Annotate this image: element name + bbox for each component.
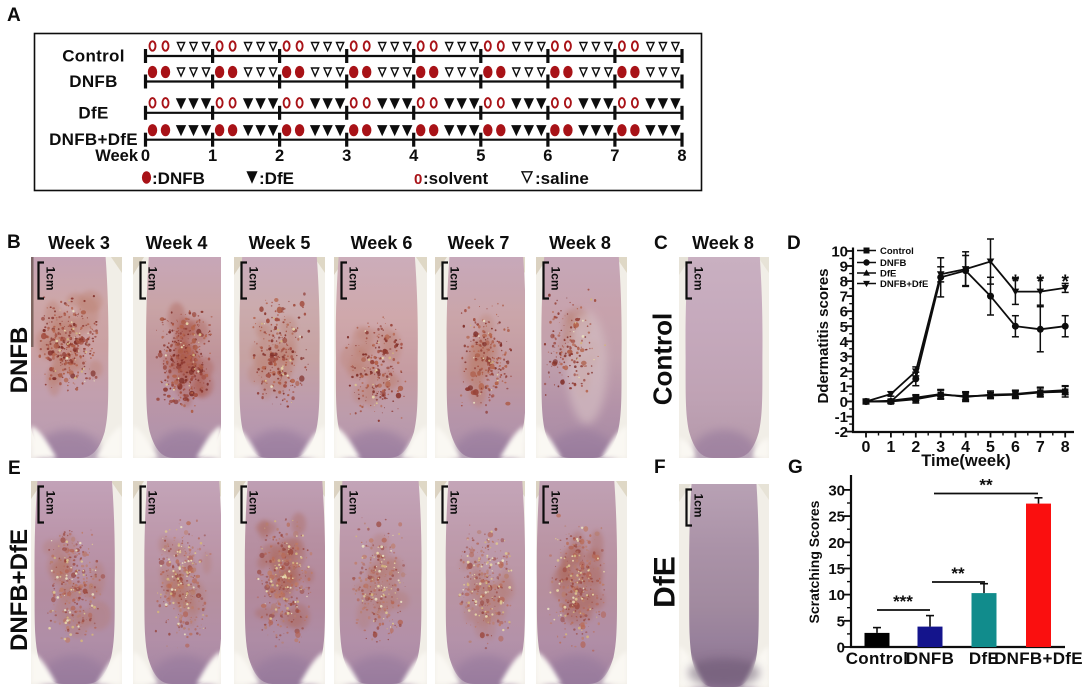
svg-text:A: A [7, 5, 21, 26]
svg-text:E: E [8, 458, 21, 479]
svg-text:1: 1 [886, 439, 895, 456]
svg-text:10: 10 [831, 244, 848, 261]
svg-text:DNFB+DfE: DNFB+DfE [6, 529, 33, 651]
svg-text:-2: -2 [835, 424, 848, 441]
svg-text:Scratching Scores: Scratching Scores [806, 500, 822, 623]
svg-text:Control: Control [62, 47, 125, 66]
svg-text:Time(week): Time(week) [921, 452, 1011, 470]
svg-text:Week: Week [95, 147, 139, 165]
svg-text:*: * [1012, 272, 1020, 293]
svg-text:*: * [1061, 272, 1069, 293]
svg-text:0: 0 [840, 394, 848, 411]
svg-text:4: 4 [840, 334, 849, 351]
svg-text:1cm: 1cm [146, 491, 160, 515]
svg-text:DNFB: DNFB [69, 72, 117, 91]
svg-text:DfE: DfE [880, 269, 896, 280]
svg-text:8: 8 [840, 274, 848, 291]
svg-text:5: 5 [986, 439, 995, 456]
svg-text:***: *** [893, 592, 913, 611]
svg-text:1cm: 1cm [448, 267, 462, 291]
svg-text:1: 1 [208, 147, 217, 165]
svg-text:Control: Control [846, 649, 909, 668]
svg-text:1cm: 1cm [448, 491, 462, 515]
svg-text:DfE: DfE [649, 556, 682, 608]
svg-text:8: 8 [677, 147, 686, 165]
svg-text:15: 15 [828, 561, 845, 578]
svg-text:7: 7 [610, 147, 619, 165]
svg-text:1cm: 1cm [247, 267, 261, 291]
svg-text:3: 3 [840, 349, 848, 366]
svg-text:G: G [788, 457, 803, 478]
svg-text:F: F [654, 457, 666, 478]
svg-text:**: ** [979, 476, 993, 495]
svg-text:0: 0 [862, 439, 871, 456]
svg-text:1cm: 1cm [692, 267, 706, 291]
svg-text:DNFB+DfE: DNFB+DfE [880, 279, 928, 290]
svg-text::DNFB: :DNFB [152, 169, 205, 188]
svg-text:DNFB+DfE: DNFB+DfE [49, 130, 138, 149]
svg-text:25: 25 [828, 509, 845, 526]
svg-text:DNFB: DNFB [906, 649, 954, 668]
svg-text:1cm: 1cm [44, 267, 58, 291]
svg-text:20: 20 [828, 535, 845, 552]
svg-text:5: 5 [837, 613, 845, 630]
svg-text:1cm: 1cm [247, 491, 261, 515]
svg-text:-1: -1 [835, 409, 848, 426]
svg-text:10: 10 [828, 587, 845, 604]
svg-text:DfE: DfE [78, 103, 108, 122]
svg-text:1cm: 1cm [692, 494, 706, 518]
svg-text:Week 6: Week 6 [351, 233, 413, 253]
svg-text:DNFB+DfE: DNFB+DfE [994, 649, 1083, 668]
svg-text:5: 5 [840, 319, 848, 336]
svg-text:Control: Control [648, 313, 678, 405]
svg-text:DfE: DfE [969, 649, 999, 668]
svg-text:C: C [654, 233, 668, 254]
svg-text:7: 7 [840, 289, 848, 306]
svg-text:Control: Control [880, 246, 914, 257]
svg-text:3: 3 [342, 147, 351, 165]
svg-text:Week 7: Week 7 [448, 233, 510, 253]
svg-text:1cm: 1cm [549, 491, 563, 515]
svg-text:1cm: 1cm [347, 491, 361, 515]
svg-text:DNFB: DNFB [880, 258, 907, 269]
svg-text:Week 4: Week 4 [146, 233, 208, 253]
svg-text:1cm: 1cm [549, 267, 563, 291]
svg-text:7: 7 [1036, 439, 1045, 456]
svg-text:2: 2 [911, 439, 920, 456]
svg-text:**: ** [951, 564, 965, 583]
svg-text:0: 0 [141, 147, 150, 165]
svg-text:*: * [1037, 272, 1045, 293]
svg-text:Week 8: Week 8 [549, 233, 611, 253]
svg-text:4: 4 [961, 439, 970, 456]
svg-text:0: 0 [414, 171, 422, 188]
svg-text::solvent: :solvent [423, 169, 489, 188]
svg-text:6: 6 [1011, 439, 1020, 456]
svg-text:Week 8: Week 8 [692, 233, 754, 253]
svg-text:B: B [7, 232, 21, 253]
svg-text::DfE: :DfE [259, 169, 294, 188]
svg-text:5: 5 [476, 147, 485, 165]
svg-text:1cm: 1cm [146, 267, 160, 291]
svg-text:30: 30 [828, 482, 845, 499]
svg-text:6: 6 [543, 147, 552, 165]
svg-text:3: 3 [936, 439, 945, 456]
svg-text:8: 8 [1061, 439, 1070, 456]
svg-text:Week 5: Week 5 [249, 233, 311, 253]
svg-text:2: 2 [840, 364, 848, 381]
svg-text:Ddermatitis scores: Ddermatitis scores [815, 268, 832, 403]
svg-text:9: 9 [840, 259, 848, 276]
svg-text:1: 1 [840, 379, 848, 396]
svg-text:Week 3: Week 3 [48, 233, 110, 253]
svg-text:0: 0 [837, 640, 845, 657]
svg-text::saline: :saline [535, 169, 589, 188]
svg-text:DNFB: DNFB [6, 327, 33, 394]
svg-text:D: D [787, 233, 801, 254]
svg-text:4: 4 [409, 147, 419, 165]
svg-text:6: 6 [840, 304, 848, 321]
svg-text:1cm: 1cm [347, 267, 361, 291]
svg-text:1cm: 1cm [44, 491, 58, 515]
svg-text:2: 2 [275, 147, 284, 165]
